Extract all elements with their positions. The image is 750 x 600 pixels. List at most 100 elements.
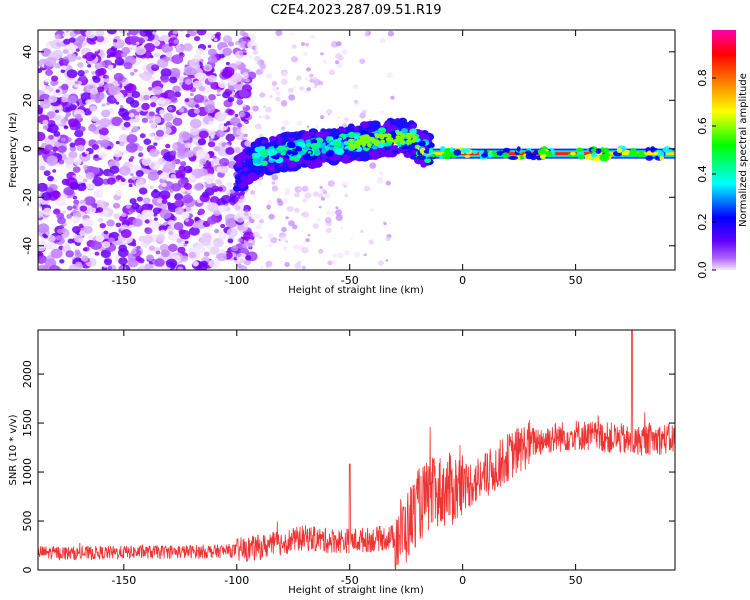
- ridge-mark: [623, 149, 630, 154]
- ridge-mark: [310, 139, 318, 145]
- ridge-mark: [428, 148, 434, 156]
- ridge-mark: [508, 155, 519, 160]
- speckle-mark: [129, 131, 133, 135]
- ridge-mark: [383, 122, 390, 128]
- speckle-mark: [103, 230, 109, 235]
- speckle-mark: [235, 207, 240, 211]
- speckle-mark: [265, 260, 273, 267]
- ridge-mark: [545, 150, 553, 158]
- ridge-mark: [347, 131, 356, 138]
- speckle-mark: [290, 32, 294, 36]
- speckle-mark: [54, 34, 61, 40]
- speckle-mark: [192, 222, 199, 229]
- speckle-mark: [74, 251, 82, 258]
- ridge-mark: [321, 143, 326, 147]
- x-tick-label: 0: [459, 574, 466, 587]
- speckle-mark: [65, 107, 70, 112]
- speckle-mark: [271, 80, 278, 87]
- speckle-mark: [66, 214, 72, 220]
- speckle-mark: [83, 108, 92, 116]
- speckle-mark: [93, 190, 104, 198]
- speckle-mark: [247, 68, 251, 72]
- speckle-mark: [213, 145, 221, 152]
- speckle-mark: [54, 109, 59, 113]
- speckle-mark: [244, 121, 248, 124]
- speckle-mark: [222, 91, 231, 99]
- speckle-mark: [174, 193, 184, 201]
- ridge-mark: [234, 161, 243, 168]
- ridge-mark: [539, 154, 546, 160]
- speckle-mark: [121, 212, 127, 218]
- speckle-mark: [207, 141, 216, 148]
- ridge-mark: [464, 154, 471, 158]
- speckle-mark: [91, 202, 98, 208]
- speckle-mark: [281, 70, 288, 77]
- speckle-mark: [144, 263, 152, 270]
- speckle-mark: [301, 265, 306, 270]
- speckle-mark: [113, 72, 124, 82]
- speckle-mark: [184, 142, 192, 149]
- ridge-mark: [441, 152, 452, 157]
- speckle-mark: [163, 56, 170, 62]
- speckle-mark: [74, 113, 82, 120]
- speckle-mark: [218, 232, 227, 240]
- speckle-mark: [86, 182, 96, 190]
- speckle-mark: [237, 123, 243, 128]
- ridge-mark: [424, 157, 432, 164]
- speckle-mark: [73, 199, 80, 205]
- speckle-mark: [305, 42, 310, 47]
- speckle-mark: [61, 65, 67, 71]
- speckle-mark: [199, 158, 207, 165]
- speckle-mark: [158, 36, 165, 42]
- speckle-mark: [176, 142, 182, 146]
- speckle-mark: [100, 139, 110, 148]
- speckle-mark: [255, 214, 261, 220]
- speckle-mark: [236, 98, 243, 105]
- ridge-mark: [387, 142, 392, 146]
- speckle-mark: [168, 43, 173, 47]
- ridge-mark: [366, 143, 372, 148]
- speckle-mark: [159, 109, 166, 115]
- speckle-mark: [239, 195, 245, 200]
- ridge-mark: [371, 144, 378, 150]
- colorbar-tick-label: 0.8: [696, 69, 709, 87]
- ridge-mark: [449, 147, 454, 153]
- ridge-mark: [420, 163, 427, 168]
- speckle-mark: [342, 123, 348, 129]
- ridge-mark: [345, 148, 349, 152]
- ridge-mark: [308, 151, 312, 154]
- speckle-mark: [282, 198, 288, 204]
- speckle-mark: [225, 181, 234, 189]
- ridge-mark: [453, 149, 462, 156]
- speckle-mark: [385, 236, 391, 242]
- speckle-mark: [244, 212, 249, 217]
- speckle-mark: [318, 249, 324, 254]
- speckle-mark: [390, 95, 395, 100]
- speckle-mark: [38, 182, 48, 192]
- speckle-mark: [42, 207, 53, 216]
- speckle-mark: [171, 160, 176, 165]
- speckle-mark: [167, 219, 175, 226]
- snr-frame: [37, 329, 676, 571]
- speckle-mark: [98, 127, 109, 136]
- ridge-mark: [356, 141, 362, 146]
- speckle-mark: [250, 213, 258, 220]
- speckle-mark: [281, 78, 288, 85]
- speckle-mark: [256, 180, 262, 186]
- speckle-mark: [296, 75, 302, 81]
- speckle-mark: [240, 259, 245, 264]
- speckle-mark: [130, 249, 137, 255]
- speckle-mark: [326, 211, 331, 215]
- speckle-mark: [108, 85, 121, 96]
- ridge-mark: [591, 152, 598, 158]
- speckle-mark: [271, 181, 276, 185]
- speckle-mark: [296, 120, 303, 127]
- ridge-mark: [337, 137, 343, 141]
- ridge-mark: [414, 144, 420, 149]
- speckle-mark: [241, 137, 245, 141]
- speckle-mark: [186, 189, 192, 194]
- speckle-mark: [352, 84, 359, 90]
- speckle-mark: [200, 260, 208, 267]
- speckle-mark: [233, 147, 241, 154]
- spectrogram-x-ticks: -150 -100 -50 0 50: [111, 30, 583, 287]
